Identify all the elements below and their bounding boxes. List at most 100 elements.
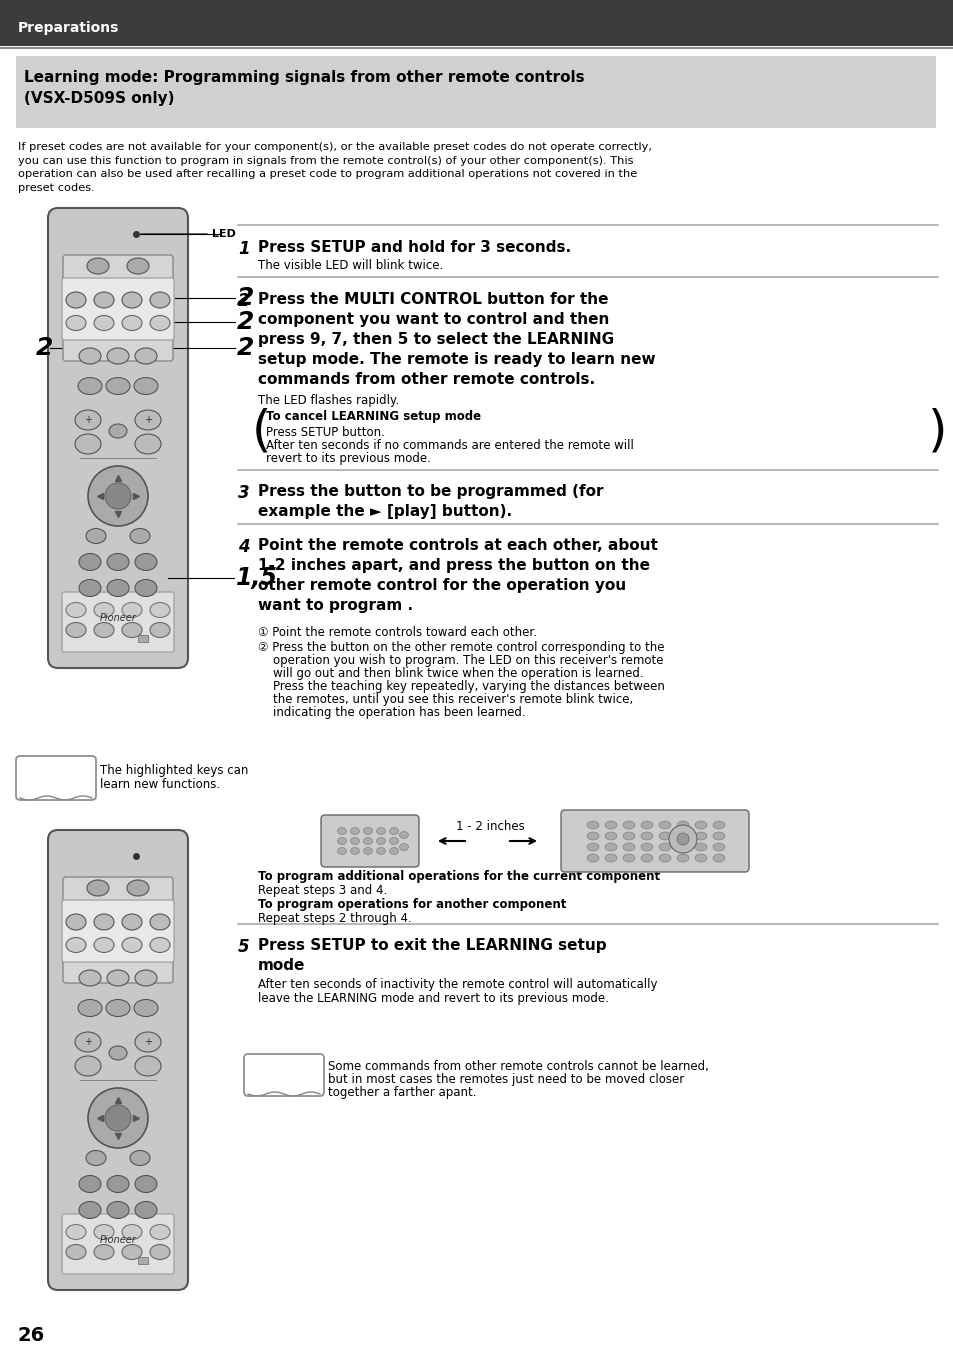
Ellipse shape xyxy=(337,848,346,855)
Ellipse shape xyxy=(350,848,359,855)
Ellipse shape xyxy=(659,821,670,829)
Text: ): ) xyxy=(927,408,946,456)
Ellipse shape xyxy=(622,842,635,851)
Ellipse shape xyxy=(133,377,158,395)
Ellipse shape xyxy=(135,434,161,454)
Ellipse shape xyxy=(107,1201,129,1219)
Ellipse shape xyxy=(94,315,113,330)
Ellipse shape xyxy=(712,855,724,861)
Ellipse shape xyxy=(677,855,688,861)
FancyBboxPatch shape xyxy=(62,1215,173,1274)
Text: Learning mode: Programming signals from other remote controls: Learning mode: Programming signals from … xyxy=(24,70,584,85)
Text: LED: LED xyxy=(212,229,235,239)
Text: 2: 2 xyxy=(236,336,254,360)
Text: After ten seconds of inactivity the remote control will automatically: After ten seconds of inactivity the remo… xyxy=(257,979,657,991)
Text: The highlighted keys can: The highlighted keys can xyxy=(100,764,248,776)
Ellipse shape xyxy=(79,348,101,364)
Ellipse shape xyxy=(363,828,372,834)
Ellipse shape xyxy=(604,832,617,840)
Ellipse shape xyxy=(677,832,688,840)
Ellipse shape xyxy=(586,832,598,840)
Text: Press SETUP button.: Press SETUP button. xyxy=(266,426,384,439)
Ellipse shape xyxy=(66,603,86,617)
Ellipse shape xyxy=(363,848,372,855)
Text: 2: 2 xyxy=(36,336,53,360)
Ellipse shape xyxy=(337,828,346,834)
Ellipse shape xyxy=(109,1046,127,1060)
Text: If preset codes are not available for your component(s), or the available preset: If preset codes are not available for yo… xyxy=(18,142,651,193)
Text: (: ( xyxy=(252,408,271,456)
Ellipse shape xyxy=(150,937,170,953)
Ellipse shape xyxy=(712,842,724,851)
Text: 2: 2 xyxy=(237,293,250,310)
Text: +: + xyxy=(144,1037,152,1047)
Ellipse shape xyxy=(66,315,86,330)
Circle shape xyxy=(88,1088,148,1148)
Ellipse shape xyxy=(337,837,346,844)
FancyBboxPatch shape xyxy=(62,592,173,652)
Ellipse shape xyxy=(659,842,670,851)
Text: To cancel LEARNING setup mode: To cancel LEARNING setup mode xyxy=(266,410,480,423)
Text: the remotes, until you see this receiver's remote blink twice,: the remotes, until you see this receiver… xyxy=(257,693,633,706)
FancyBboxPatch shape xyxy=(0,0,953,46)
Ellipse shape xyxy=(66,293,86,307)
Ellipse shape xyxy=(79,554,101,570)
Ellipse shape xyxy=(106,999,130,1016)
Text: 2: 2 xyxy=(236,286,254,310)
Ellipse shape xyxy=(150,1244,170,1259)
Ellipse shape xyxy=(135,580,157,597)
Ellipse shape xyxy=(350,828,359,834)
Ellipse shape xyxy=(122,603,142,617)
Text: want to program .: want to program . xyxy=(257,599,413,613)
Ellipse shape xyxy=(376,848,385,855)
FancyBboxPatch shape xyxy=(63,255,172,361)
Text: together a farther apant.: together a farther apant. xyxy=(328,1086,476,1099)
Text: ① Point the remote controls toward each other.: ① Point the remote controls toward each … xyxy=(257,625,537,639)
Ellipse shape xyxy=(75,434,101,454)
Ellipse shape xyxy=(150,623,170,638)
Ellipse shape xyxy=(712,821,724,829)
Text: 3: 3 xyxy=(237,484,250,501)
Ellipse shape xyxy=(399,844,408,851)
Text: commands from other remote controls.: commands from other remote controls. xyxy=(257,372,595,387)
Circle shape xyxy=(105,483,131,510)
Ellipse shape xyxy=(107,348,129,364)
Text: Some commands from other remote controls cannot be learned,: Some commands from other remote controls… xyxy=(328,1060,708,1073)
Circle shape xyxy=(88,466,148,526)
Ellipse shape xyxy=(130,528,150,543)
Ellipse shape xyxy=(79,971,101,985)
Ellipse shape xyxy=(94,603,113,617)
Text: indicating the operation has been learned.: indicating the operation has been learne… xyxy=(257,706,525,718)
Ellipse shape xyxy=(130,1150,150,1166)
Ellipse shape xyxy=(640,842,652,851)
Ellipse shape xyxy=(363,837,372,844)
Text: will go out and then blink twice when the operation is learned.: will go out and then blink twice when th… xyxy=(257,667,643,679)
Ellipse shape xyxy=(695,821,706,829)
Ellipse shape xyxy=(78,999,102,1016)
Ellipse shape xyxy=(604,855,617,861)
FancyBboxPatch shape xyxy=(244,1054,324,1096)
Ellipse shape xyxy=(79,1201,101,1219)
Text: +: + xyxy=(144,415,152,425)
FancyBboxPatch shape xyxy=(16,57,935,128)
Text: but in most cases the remotes just need to be moved closer: but in most cases the remotes just need … xyxy=(328,1073,683,1086)
Ellipse shape xyxy=(94,623,113,638)
Text: The LED flashes rapidly.: The LED flashes rapidly. xyxy=(257,394,398,407)
Ellipse shape xyxy=(94,937,113,953)
Ellipse shape xyxy=(376,837,385,844)
Text: component you want to control and then: component you want to control and then xyxy=(257,311,609,328)
Ellipse shape xyxy=(640,832,652,840)
Ellipse shape xyxy=(640,855,652,861)
Ellipse shape xyxy=(135,1055,161,1076)
Ellipse shape xyxy=(75,1033,101,1051)
Ellipse shape xyxy=(109,425,127,438)
Ellipse shape xyxy=(135,1175,157,1193)
Text: ② Press the button on the other remote control corresponding to the: ② Press the button on the other remote c… xyxy=(257,642,664,654)
Text: 1 - 2 inches: 1 - 2 inches xyxy=(456,820,524,833)
Text: (VSX-D509S only): (VSX-D509S only) xyxy=(24,92,174,106)
FancyBboxPatch shape xyxy=(63,878,172,983)
Ellipse shape xyxy=(127,880,149,896)
Ellipse shape xyxy=(659,855,670,861)
Ellipse shape xyxy=(622,832,635,840)
Ellipse shape xyxy=(150,293,170,307)
